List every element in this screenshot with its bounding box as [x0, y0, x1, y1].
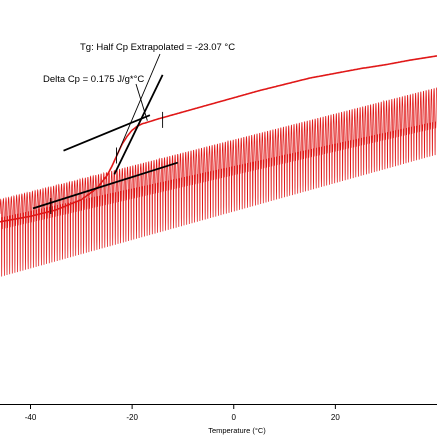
- series-layer: [0, 55, 437, 277]
- delta-cp-annotation: Delta Cp = 0.175 J/g*°C: [43, 74, 144, 85]
- delta-cp-leader-line: [135, 83, 148, 121]
- series-modulated-heat-flow: [0, 87, 437, 277]
- x-axis-ticks: -40 -20 0 20: [25, 404, 340, 422]
- series-reversing-heat-flow: [0, 55, 437, 223]
- tangent-upper-baseline: [63, 114, 151, 152]
- x-tick-label: 0: [232, 413, 237, 422]
- tg-leader-line: [116, 53, 161, 157]
- x-tick-label: -40: [25, 413, 37, 422]
- x-axis-label: Temperature (°C): [208, 426, 266, 435]
- tangent-inflection-tangent: [113, 74, 164, 175]
- tg-annotation: Tg: Half Cp Extrapolated = -23.07 °C: [80, 42, 235, 53]
- overlay-layer: [32, 53, 179, 214]
- x-tick-label: -20: [126, 413, 138, 422]
- x-tick-label: 20: [331, 413, 340, 422]
- tangent-lower-baseline: [32, 161, 179, 210]
